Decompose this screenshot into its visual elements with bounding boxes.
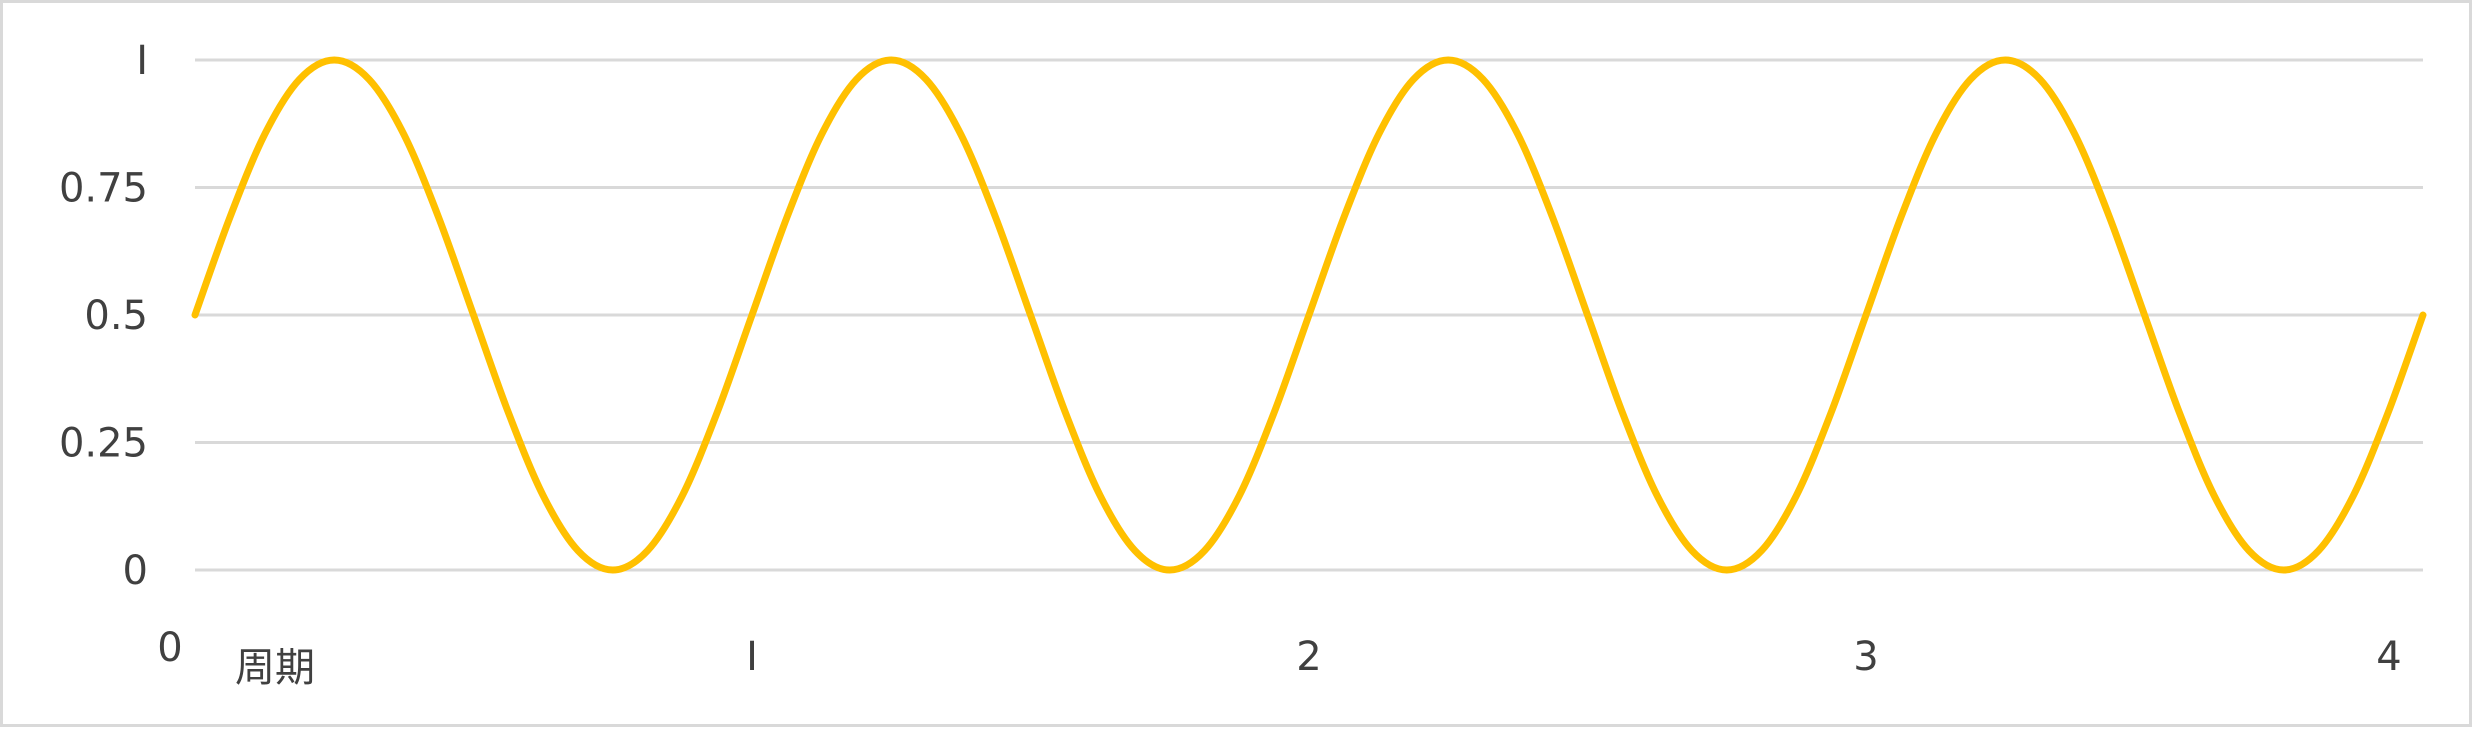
- y-tick-label: I: [136, 38, 148, 84]
- y-tick-labels: 0 0.25 0.5 0.75 I: [59, 38, 148, 594]
- x-tick-label: 4: [2376, 634, 2401, 680]
- series-layer: [191, 56, 2427, 574]
- y-tick-label: 0.75: [59, 166, 148, 212]
- x-tick-label: I: [746, 634, 758, 680]
- y-tick-label: 0: [123, 548, 148, 594]
- x-tick-labels: 0 I 2 3 4: [157, 625, 2401, 680]
- x-tick-label: 0: [157, 625, 182, 671]
- y-tick-label: 0.5: [84, 293, 148, 339]
- series-line-0: [191, 56, 2427, 574]
- x-tick-label: 2: [1296, 634, 1321, 680]
- y-tick-label: 0.25: [59, 421, 148, 467]
- x-tick-label: 3: [1853, 634, 1878, 680]
- chart-svg: 0 0.25 0.5 0.75 I 0 I 2 3 4 周期: [59, 38, 2427, 691]
- x-axis-label: 周期: [235, 645, 315, 691]
